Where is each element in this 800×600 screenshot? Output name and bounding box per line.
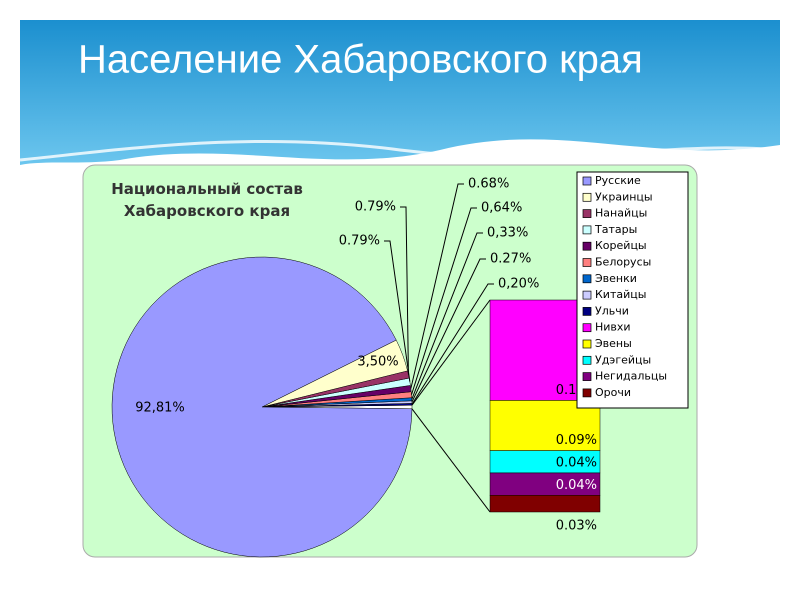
legend-label: Эвены <box>595 337 632 350</box>
leader-line <box>411 232 483 400</box>
legend-label: Украинцы <box>595 190 653 203</box>
data-label: 3,50% <box>357 355 398 370</box>
legend-label: Удэгейцы <box>595 353 651 366</box>
data-label: 0.04% <box>556 478 597 493</box>
leader-line <box>400 206 409 375</box>
leader-line <box>410 183 464 389</box>
legend-swatch <box>582 290 592 300</box>
legend-swatch <box>582 339 592 349</box>
data-label: 0,33% <box>487 226 528 241</box>
wave <box>19 139 781 162</box>
data-label: 0.68% <box>468 177 509 192</box>
data-label: 0.09% <box>556 433 597 448</box>
legend-label: Корейцы <box>595 239 647 252</box>
data-label: 0.79% <box>355 200 396 215</box>
pie-slice <box>111 256 413 558</box>
legend-label: Белорусы <box>595 256 651 269</box>
slide-title: Население Хабаровского края <box>78 38 643 82</box>
legend-box <box>576 171 689 409</box>
legend-label: Орочи <box>595 386 631 399</box>
legend-swatch <box>582 192 592 202</box>
legend-label: Китайцы <box>595 288 646 301</box>
legend-swatch <box>582 258 592 267</box>
legend-swatch <box>582 307 592 316</box>
data-label: 0,64% <box>481 201 522 216</box>
data-label: 0.03% <box>556 519 597 534</box>
legend-swatch <box>582 274 592 284</box>
bar-segment <box>489 400 601 451</box>
legend-swatch <box>582 355 592 365</box>
legend-label: Нивхи <box>595 321 631 334</box>
legend-label: Русские <box>595 174 641 187</box>
legend-label: Татары <box>594 223 637 236</box>
legend-swatch <box>582 176 592 186</box>
data-label: 0.79% <box>339 234 380 249</box>
leader-line <box>411 258 486 403</box>
legend-swatch <box>582 241 592 251</box>
legend-swatch <box>582 323 592 333</box>
legend-label: Эвенки <box>595 272 637 285</box>
data-label: 0.27% <box>490 252 531 267</box>
data-label: 92,81% <box>135 401 185 416</box>
legend-swatch <box>582 388 592 398</box>
legend-swatch <box>582 209 592 218</box>
chart-title: Национальный состав Хабаровского края <box>111 180 303 220</box>
legend-label: Негидальцы <box>595 370 667 383</box>
legend-swatch <box>582 372 592 381</box>
legend-label: Нанайцы <box>595 207 647 220</box>
leader-line <box>411 283 494 405</box>
connector <box>411 299 491 406</box>
bar-segment <box>489 495 601 513</box>
data-label: 0.04% <box>556 455 597 470</box>
legend-label: Ульчи <box>595 304 629 317</box>
header-band <box>20 20 780 165</box>
data-label: 0,20% <box>498 277 539 292</box>
legend-swatch <box>582 225 592 235</box>
connector <box>411 408 491 513</box>
leader-line <box>384 240 411 382</box>
chart: 92,81% 3,50% 0.79% 0.79% 0.68% 0,64% 0,33% 0.27… <box>111 171 689 558</box>
leader-line <box>411 207 477 395</box>
